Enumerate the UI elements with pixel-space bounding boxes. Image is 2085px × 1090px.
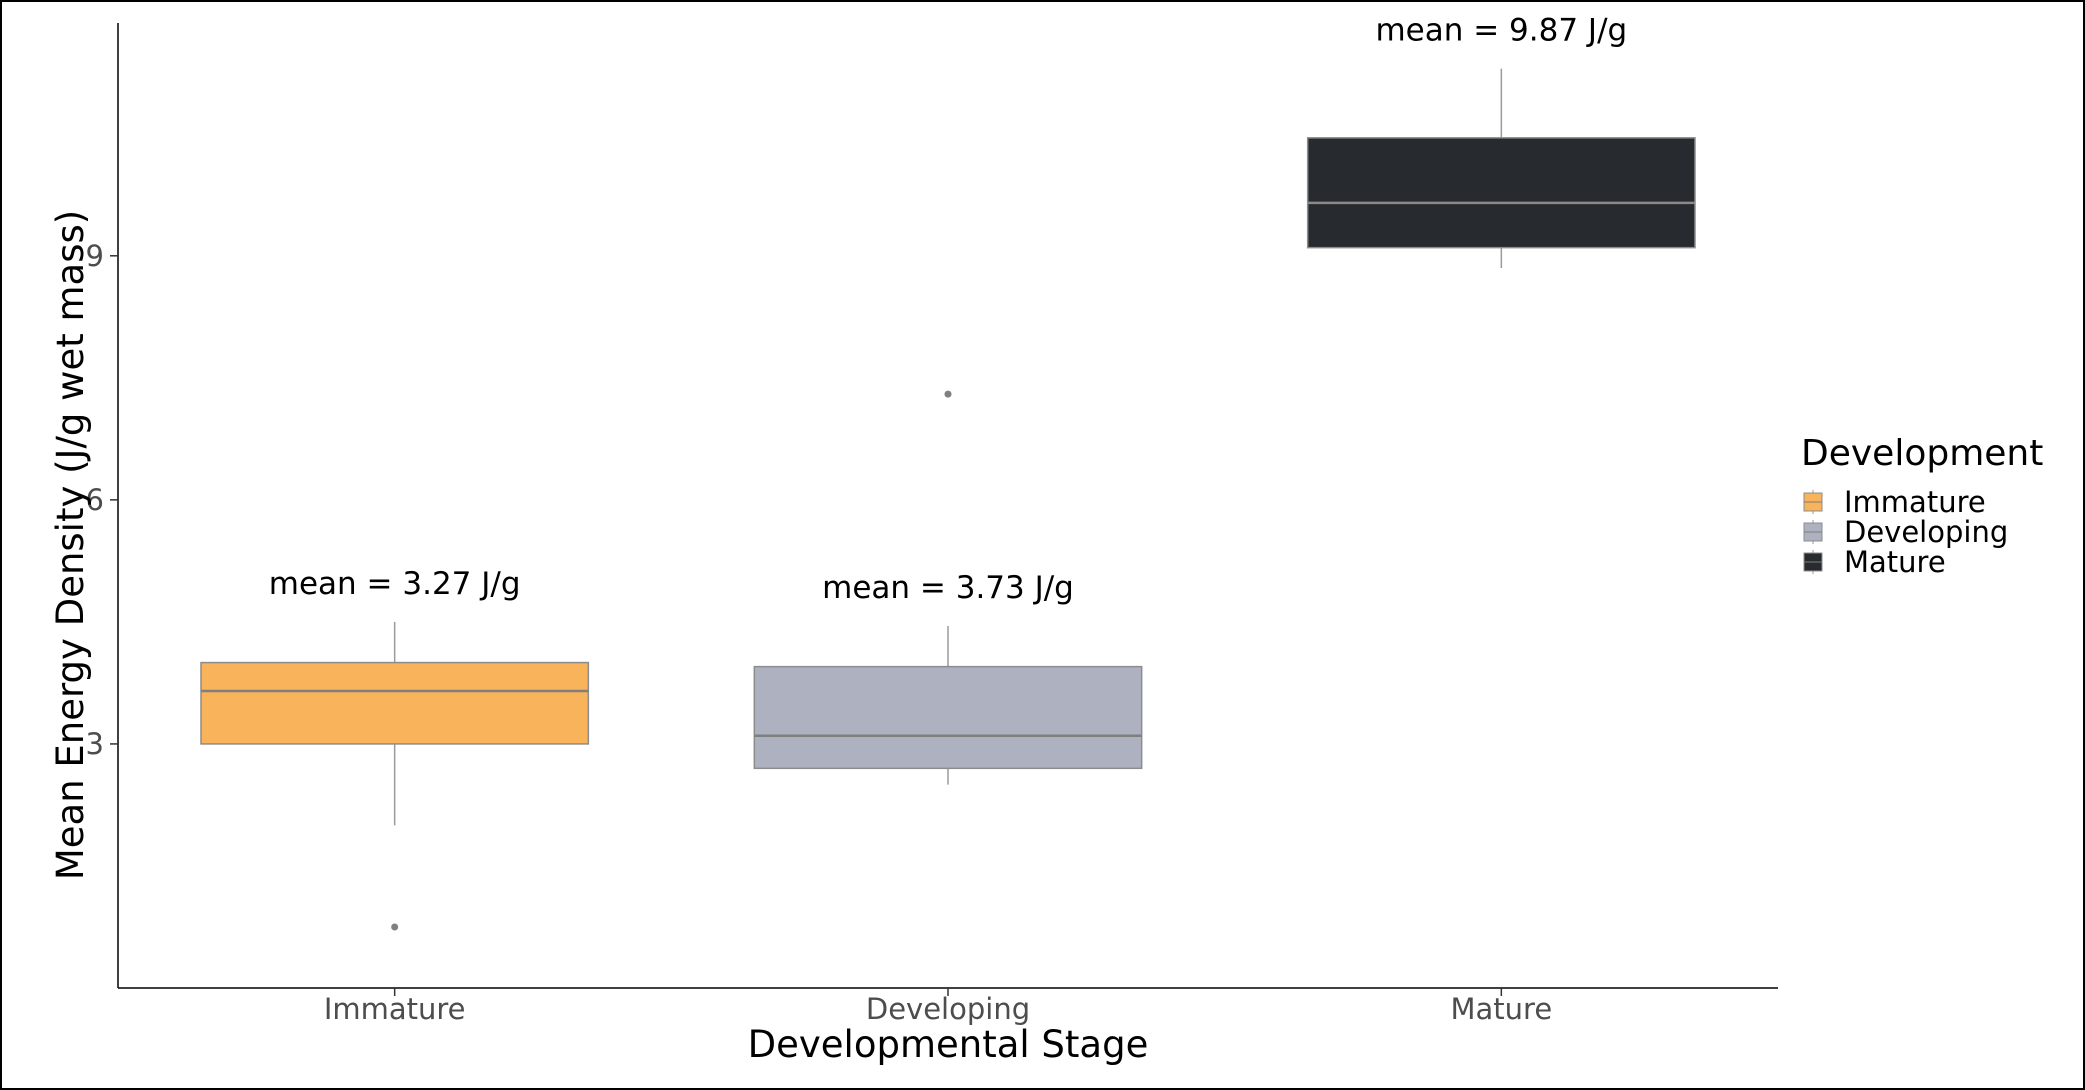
x-axis-title: Developmental Stage: [748, 1023, 1149, 1066]
iqr-box: [753, 665, 1143, 770]
y-axis-ticks: 3 6 9: [86, 239, 118, 761]
annotations-layer: mean = 3.27 J/g mean = 3.73 J/g mean = 9.8…: [269, 13, 1627, 606]
iqr-box: [200, 661, 590, 745]
mean-annotation: mean = 3.27 J/g: [269, 566, 521, 602]
mean-annotation: mean = 3.73 J/g: [822, 570, 1074, 606]
y-tick-label: 3: [86, 727, 104, 761]
y-tick-label: 9: [86, 239, 104, 273]
legend-item-immature: Immature: [1803, 485, 1986, 519]
box-mature: [1306, 68, 1696, 268]
legend-label: Immature: [1844, 485, 1986, 519]
x-axis-ticks: Immature Developing Mature: [324, 988, 1552, 1026]
outlier-point: [944, 390, 952, 398]
legend-item-mature: Mature: [1803, 545, 1946, 579]
y-tick-label: 6: [86, 483, 104, 517]
outlier-point: [391, 923, 399, 931]
box-developing: [753, 390, 1143, 785]
y-axis-title: Mean Energy Density (J/g wet mass): [49, 210, 92, 880]
legend-label: Developing: [1844, 515, 2008, 549]
x-tick-label: Developing: [866, 992, 1030, 1026]
legend-item-developing: Developing: [1803, 515, 2008, 549]
legend-label: Mature: [1844, 545, 1946, 579]
x-tick-label: Mature: [1450, 992, 1552, 1026]
x-tick-label: Immature: [324, 992, 466, 1026]
legend-title: Development: [1801, 433, 2043, 474]
box-immature: [200, 621, 590, 931]
boxes-layer: [200, 68, 1696, 931]
mean-annotation: mean = 9.87 J/g: [1375, 13, 1627, 49]
iqr-box: [1306, 137, 1696, 249]
